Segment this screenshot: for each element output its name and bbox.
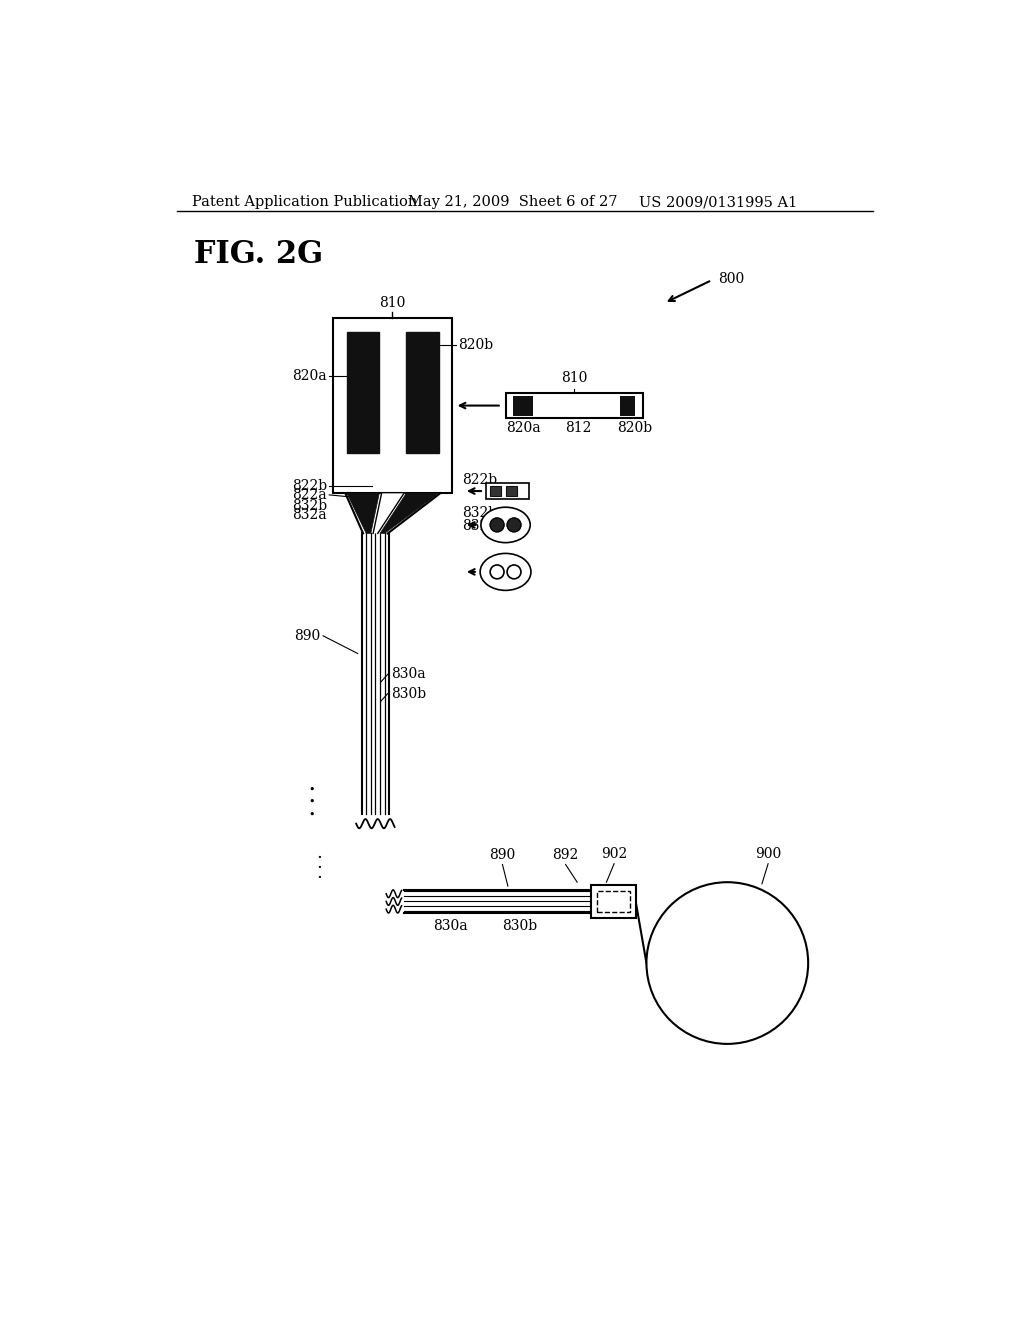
Text: 810: 810: [561, 371, 588, 385]
Circle shape: [507, 517, 521, 532]
Text: •: •: [308, 797, 314, 807]
Text: .: .: [316, 854, 323, 873]
Text: 832b: 832b: [462, 507, 497, 520]
Bar: [407, 331, 438, 453]
Ellipse shape: [481, 507, 530, 543]
Text: 902: 902: [601, 846, 628, 861]
Bar: [620, 396, 635, 416]
Bar: [490, 486, 501, 496]
Text: 820b: 820b: [617, 421, 652, 434]
Text: 830a: 830a: [433, 919, 467, 933]
Text: 822b: 822b: [292, 479, 327, 492]
Circle shape: [490, 517, 504, 532]
Text: 800: 800: [718, 272, 744, 286]
Bar: [591, 884, 636, 919]
Bar: [506, 393, 643, 418]
Text: 832a: 832a: [292, 508, 327, 521]
Text: US 2009/0131995 A1: US 2009/0131995 A1: [639, 195, 797, 210]
Circle shape: [490, 565, 504, 578]
Bar: [513, 396, 534, 416]
Text: •: •: [308, 809, 314, 820]
Polygon shape: [347, 494, 379, 533]
Text: 832b: 832b: [292, 499, 327, 512]
Text: 820b: 820b: [458, 338, 493, 351]
Circle shape: [646, 882, 808, 1044]
Text: May 21, 2009  Sheet 6 of 27: May 21, 2009 Sheet 6 of 27: [408, 195, 617, 210]
Bar: [506, 486, 517, 496]
Text: FIG. 2G: FIG. 2G: [194, 239, 323, 271]
Text: •: •: [308, 785, 314, 795]
Text: 820a: 820a: [292, 368, 327, 383]
Text: 892: 892: [553, 849, 579, 862]
Text: Patent Application Publication: Patent Application Publication: [193, 195, 418, 210]
Bar: [333, 318, 453, 494]
Text: 900: 900: [755, 846, 781, 861]
Circle shape: [507, 565, 521, 578]
Text: 822b: 822b: [462, 473, 497, 487]
Text: 890: 890: [489, 849, 516, 862]
Text: 820a: 820a: [506, 421, 541, 434]
Bar: [486, 483, 529, 499]
Bar: [597, 891, 630, 912]
Text: 830a: 830a: [391, 668, 425, 681]
Text: 830b: 830b: [502, 919, 537, 933]
Polygon shape: [380, 494, 438, 533]
Text: .: .: [316, 865, 323, 882]
Text: 810: 810: [379, 296, 406, 310]
Text: 812: 812: [565, 421, 592, 434]
Bar: [347, 331, 379, 453]
Text: 830b: 830b: [391, 686, 426, 701]
Text: .: .: [316, 843, 323, 862]
Ellipse shape: [480, 553, 531, 590]
Text: 832a: 832a: [462, 519, 497, 533]
Text: 822a: 822a: [292, 488, 327, 502]
Text: 890: 890: [295, 628, 321, 643]
Polygon shape: [374, 494, 404, 533]
